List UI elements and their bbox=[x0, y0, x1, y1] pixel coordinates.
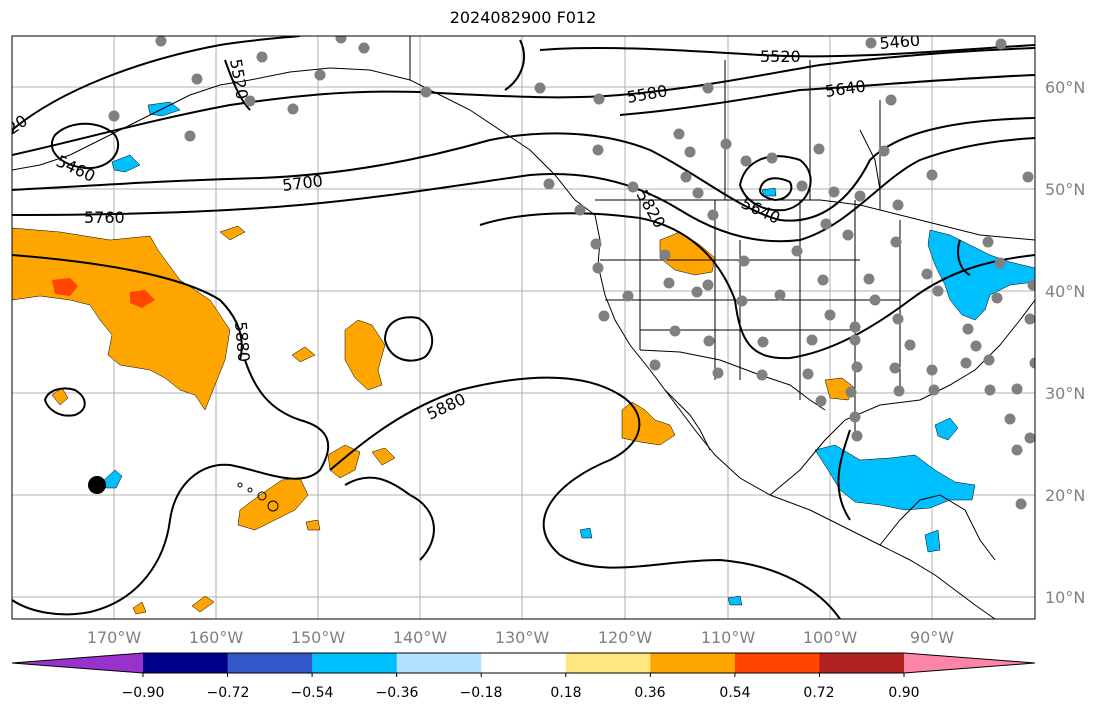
lon-label: 170°W bbox=[87, 628, 142, 647]
contour-5580 bbox=[12, 47, 1035, 156]
anomaly-negative-small-4 bbox=[727, 595, 743, 606]
anomaly-positive-west bbox=[12, 227, 231, 411]
lon-label: 120°W bbox=[598, 628, 653, 647]
anomaly-positive-small-2 bbox=[191, 595, 215, 613]
colorbar-tick-label: 0.90 bbox=[888, 685, 919, 701]
contour-label-5520: 5520 bbox=[760, 47, 801, 66]
lat-label: 60°N bbox=[1045, 78, 1085, 97]
contour-label-5700: 5700 bbox=[281, 171, 324, 195]
colorbar-segment bbox=[650, 653, 736, 673]
central-america bbox=[879, 494, 996, 561]
contour-5880-gulf bbox=[837, 429, 851, 521]
hawaii-islands bbox=[237, 482, 279, 512]
colorbar-tick-label: −0.18 bbox=[460, 685, 503, 701]
contour-small-loop bbox=[43, 387, 86, 417]
contour-5880-main bbox=[12, 359, 841, 619]
colorbar-segment bbox=[734, 653, 820, 673]
colorbar-tick-label: 0.36 bbox=[634, 685, 665, 701]
colorbar-tick-label: 0.18 bbox=[550, 685, 581, 701]
shaded-fields bbox=[12, 101, 1035, 615]
map-frame bbox=[11, 35, 1036, 620]
contour-5880-east bbox=[344, 39, 525, 561]
colorbar-segment bbox=[565, 653, 651, 673]
lon-label: 140°W bbox=[393, 628, 448, 647]
contour-5640-east bbox=[619, 74, 1035, 116]
gulf-coast bbox=[769, 299, 1035, 496]
anomaly-negative-small-5 bbox=[761, 187, 777, 197]
colorbar-segment bbox=[143, 653, 229, 673]
contour-5520-east bbox=[539, 44, 1035, 58]
colorbar-tick-label: 0.72 bbox=[803, 685, 834, 701]
contour-east-loop bbox=[957, 239, 971, 276]
anomaly-positive-baja bbox=[621, 401, 676, 446]
anomaly-negative-small-1 bbox=[934, 417, 959, 441]
contour-5700 bbox=[12, 117, 1035, 222]
anomaly-negative-small-3 bbox=[579, 527, 593, 539]
contour-5580-low bbox=[758, 177, 793, 202]
colorbar-extend-max bbox=[904, 653, 1035, 673]
contour-5640-low bbox=[738, 155, 812, 212]
longitude-labels: 170°W 160°W 150°W 140°W 130°W 120°W 110°… bbox=[87, 628, 954, 647]
colorbar-tick-label: −0.36 bbox=[376, 685, 419, 701]
anomaly-strong-west-1 bbox=[52, 278, 78, 296]
contour-5880-loop bbox=[383, 316, 434, 362]
anomaly-positive-west-3 bbox=[51, 387, 69, 406]
baja-peninsula bbox=[664, 389, 711, 451]
colorbar-tick-label: −0.54 bbox=[291, 685, 334, 701]
contour-5460-west bbox=[50, 122, 120, 170]
contour-label-5880-west: 5880 bbox=[231, 321, 253, 363]
height-contours bbox=[12, 36, 1035, 619]
anomaly-positive-small-1 bbox=[305, 519, 321, 531]
anomaly-positive-central-2 bbox=[291, 346, 316, 363]
map-title: 2024082900 F012 bbox=[449, 8, 597, 27]
anomaly-positive-central-4 bbox=[371, 447, 396, 466]
contour-label-5460-east: 5460 bbox=[879, 31, 921, 53]
colorbar-segment bbox=[819, 653, 905, 673]
latitude-labels: 60°N 50°N 40°N 30°N 20°N 10°N bbox=[1045, 78, 1085, 607]
alaska-coast bbox=[12, 67, 411, 171]
lat-label: 40°N bbox=[1045, 282, 1085, 301]
map-area: 5460 5460 5520 5520 5580 5640 5640 5700 … bbox=[12, 31, 1035, 619]
anomaly-positive-small-3 bbox=[132, 601, 147, 615]
contour-5760 bbox=[12, 137, 1035, 243]
anomaly-positive-west-2 bbox=[219, 225, 246, 241]
lon-label: 160°W bbox=[189, 628, 244, 647]
typhoon-marker bbox=[88, 476, 106, 494]
lat-label: 30°N bbox=[1045, 384, 1085, 403]
anomaly-negative-great-lakes bbox=[927, 229, 1035, 321]
contour-5520-west bbox=[12, 36, 301, 131]
lon-label: 100°W bbox=[803, 628, 858, 647]
lon-label: 150°W bbox=[291, 628, 346, 647]
colorbar-segment bbox=[312, 653, 398, 673]
colorbar bbox=[11, 652, 1036, 674]
contour-5520-alaska bbox=[224, 59, 251, 111]
colorbar-ticks: −0.90 −0.72 −0.54 −0.36 −0.18 0.18 0.36 … bbox=[122, 673, 920, 701]
colorbar-segment bbox=[481, 653, 567, 673]
anomaly-negative-gulf bbox=[814, 444, 976, 511]
lat-label: 50°N bbox=[1045, 180, 1085, 199]
colorbar-tick-label: −0.72 bbox=[207, 685, 250, 701]
anomaly-negative-small-2 bbox=[924, 529, 941, 553]
station-markers bbox=[108, 36, 1035, 510]
colorbar-extend-min bbox=[12, 653, 143, 673]
colorbar-segment bbox=[227, 653, 313, 673]
hudson-bay bbox=[859, 129, 881, 191]
lat-label: 10°N bbox=[1045, 588, 1085, 607]
colorbar-tick-label: 0.54 bbox=[719, 685, 750, 701]
north-america-coast bbox=[409, 36, 996, 619]
contour-5820 bbox=[12, 212, 1035, 361]
lon-label: 110°W bbox=[701, 628, 756, 647]
anomaly-positive-hawaii bbox=[237, 477, 309, 531]
contour-label-5760: 5760 bbox=[84, 208, 125, 227]
colorbar-segment bbox=[396, 653, 482, 673]
anomaly-strong-west-2 bbox=[130, 290, 155, 308]
anomaly-positive-central-1 bbox=[344, 319, 386, 391]
lat-label: 20°N bbox=[1045, 486, 1085, 505]
lon-label: 130°W bbox=[495, 628, 550, 647]
colorbar-tick-label: −0.90 bbox=[122, 685, 165, 701]
anomaly-negative-bering bbox=[111, 154, 141, 173]
lon-label: 90°W bbox=[910, 628, 954, 647]
us-canada-border bbox=[595, 199, 1035, 241]
